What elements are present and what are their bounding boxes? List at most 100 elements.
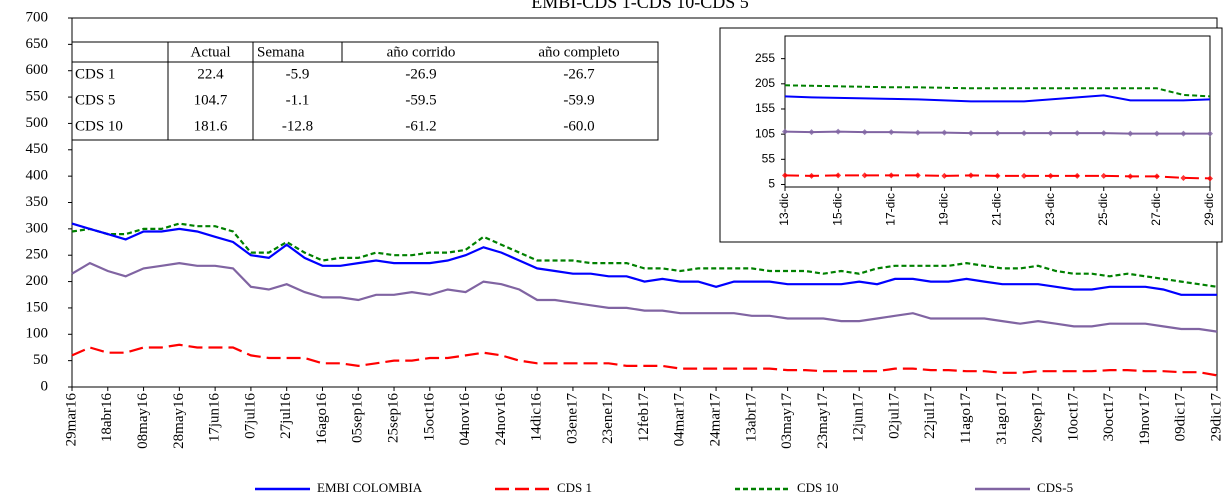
y-tick-label: 105: [755, 126, 775, 140]
x-tick-label: 25-dic: [1096, 193, 1110, 226]
y-tick-label: 100: [26, 326, 49, 342]
point-marker: [994, 130, 1001, 137]
point-marker: [967, 130, 974, 137]
x-tick-label: 05sep16: [350, 393, 366, 443]
point-marker: [1180, 130, 1187, 137]
y-tick-label: 200: [26, 273, 49, 289]
x-tick-label: 14dic16: [529, 393, 545, 442]
table-header: año completo: [538, 44, 619, 60]
table-cell: -1.1: [286, 92, 310, 108]
x-tick-label: 23-dic: [1043, 193, 1057, 226]
y-tick-label: 5: [768, 177, 775, 191]
y-tick-label: 300: [26, 220, 49, 236]
line-series: [784, 94, 1211, 103]
table-cell: -26.7: [563, 66, 595, 82]
legend-label: CDS 1: [557, 480, 592, 495]
point-marker: [941, 172, 948, 179]
x-tick-label: 31ago17: [994, 393, 1010, 445]
x-tick-label: 27-dic: [1149, 193, 1163, 226]
x-tick-label: 17-dic: [883, 193, 897, 226]
legend-label: CDS-5: [1037, 480, 1073, 495]
y-tick-label: 205: [755, 76, 775, 90]
table-cell: CDS 10: [75, 118, 123, 134]
x-tick-label: 25sep16: [385, 393, 401, 443]
point-marker: [861, 172, 868, 179]
point-marker: [1074, 172, 1081, 179]
point-marker: [941, 129, 948, 136]
x-tick-label: 21-dic: [990, 193, 1004, 226]
y-tick-label: 350: [26, 194, 49, 210]
x-tick-label: 24mar17: [708, 393, 724, 447]
x-tick-label: 29mar16: [63, 393, 79, 447]
x-tick-label: 29-dic: [1202, 193, 1216, 226]
x-tick-label: 13-dic: [777, 193, 791, 226]
x-tick-label: 07jul16: [242, 393, 258, 439]
x-tick-label: 04mar17: [672, 393, 688, 447]
x-tick-label: 19nov17: [1137, 393, 1153, 446]
x-tick-label: 24nov16: [493, 393, 509, 446]
y-tick-label: 550: [26, 89, 49, 105]
point-marker: [1021, 172, 1028, 179]
table-cell: CDS 5: [75, 92, 115, 108]
line-series: [71, 343, 1218, 377]
point-marker: [808, 172, 815, 179]
point-marker: [914, 129, 921, 136]
point-marker: [994, 172, 1001, 179]
table-cell: -26.9: [405, 66, 436, 82]
point-marker: [1074, 130, 1081, 137]
point-marker: [835, 172, 842, 179]
point-marker: [1127, 130, 1134, 137]
x-tick-label: 10oct17: [1065, 393, 1081, 442]
point-marker: [1047, 172, 1054, 179]
table-cell: -5.9: [286, 66, 310, 82]
y-tick-label: 400: [26, 168, 49, 184]
x-tick-label: 28may16: [171, 393, 187, 449]
x-tick-label: 15oct16: [421, 393, 437, 442]
table-header: Actual: [191, 44, 231, 60]
line-series: [71, 261, 1218, 333]
x-tick-label: 16ago16: [314, 393, 330, 445]
table-frame: [71, 41, 659, 141]
x-tick-label: 29dic17: [1208, 393, 1224, 442]
y-tick-label: 155: [755, 101, 775, 115]
y-tick-label: 500: [26, 115, 49, 131]
x-tick-label: 03ene17: [564, 393, 580, 444]
legend-label: CDS 10: [797, 480, 839, 495]
point-marker: [888, 172, 895, 179]
y-tick-label: 255: [755, 51, 775, 65]
point-marker: [808, 129, 815, 136]
x-tick-label: 09dic17: [1173, 393, 1189, 442]
line-series: [784, 84, 1211, 98]
y-tick-label: 450: [26, 141, 49, 157]
table-cell: 104.7: [194, 92, 228, 108]
point-marker: [1153, 130, 1160, 137]
y-tick-label: 150: [26, 299, 49, 315]
x-tick-label: 12feb17: [636, 393, 652, 443]
table-cell: -12.8: [282, 118, 313, 134]
chart-title: EMBI-CDS 1-CDS 10-CDS 5: [531, 0, 749, 12]
x-tick-label: 11ago17: [958, 393, 974, 445]
line-series: [71, 222, 1218, 288]
x-tick-label: 20sep17: [1030, 393, 1046, 443]
x-tick-label: 23ene17: [600, 393, 616, 444]
x-tick-label: 19-dic: [937, 193, 951, 226]
point-marker: [1180, 174, 1187, 181]
point-marker: [861, 129, 868, 136]
y-tick-label: 0: [41, 378, 49, 394]
line-series: [71, 222, 1217, 296]
y-tick-label: 650: [26, 36, 49, 52]
table-header: Semana: [257, 44, 305, 60]
point-marker: [967, 172, 974, 179]
y-tick-label: 600: [26, 62, 49, 78]
point-marker: [1207, 175, 1213, 182]
table-cell: 181.6: [194, 118, 228, 134]
table-header: año corrido: [387, 44, 456, 60]
legend-label: EMBI COLOMBIA: [317, 480, 423, 495]
y-tick-label: 250: [26, 247, 49, 263]
point-marker: [782, 128, 788, 135]
point-marker: [1100, 172, 1107, 179]
y-tick-label: 50: [33, 352, 48, 368]
point-marker: [1127, 173, 1134, 180]
x-tick-label: 02jul17: [886, 393, 902, 439]
